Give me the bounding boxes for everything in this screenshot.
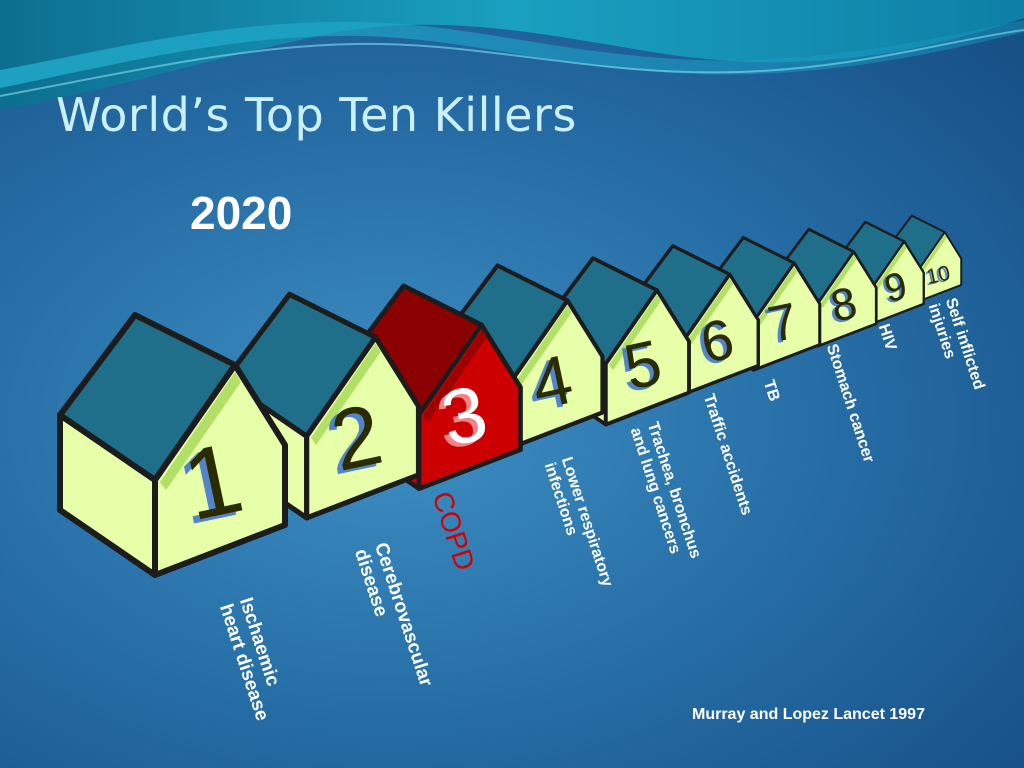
house-rank-1: 11 <box>57 312 288 578</box>
house-front-wall <box>152 362 288 578</box>
house-roof-edge <box>609 294 661 371</box>
house-roof-edge <box>423 330 487 423</box>
house-roof-edge <box>756 266 798 327</box>
house-roof-edge <box>687 278 734 346</box>
house-front-wall <box>304 334 422 521</box>
house-roof-edge <box>160 372 241 490</box>
citation: Murray and Lopez Lancet 1997 <box>692 706 925 723</box>
house-roof-edge <box>920 234 947 274</box>
house-roof-edge <box>875 244 907 291</box>
house-roof-edge <box>820 254 857 308</box>
rank-digit-shadow: 10 <box>923 263 951 290</box>
wave-header-decoration <box>0 0 1024 110</box>
house-roof-edge <box>515 305 572 388</box>
year-heading: 2020 <box>190 187 293 239</box>
slide-title: World’s Top Ten Killers <box>56 88 577 142</box>
house-roof-edge <box>311 343 381 445</box>
house-front-wall <box>603 288 691 427</box>
rank-digit: 10 <box>925 262 953 289</box>
